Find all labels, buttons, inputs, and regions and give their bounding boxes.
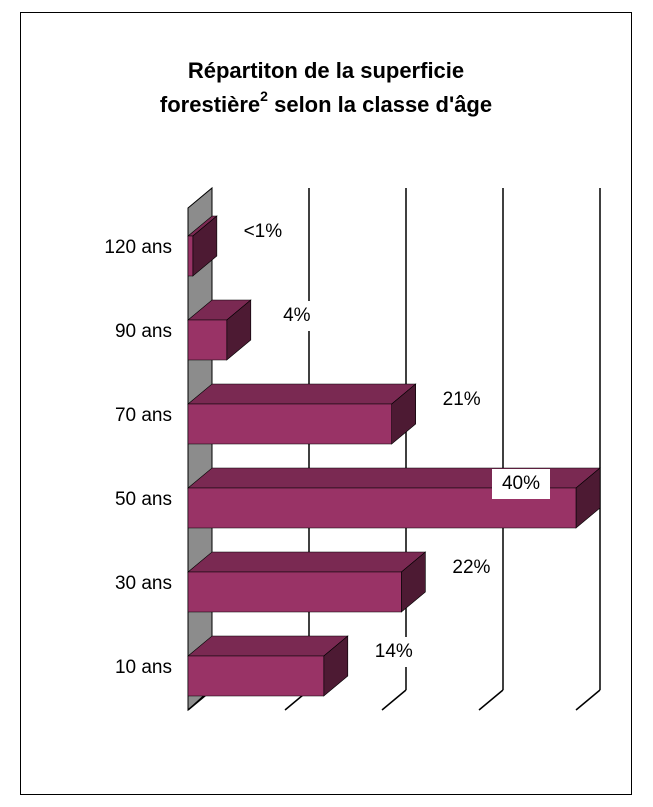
label-box (267, 301, 326, 331)
bar (187, 635, 349, 697)
bar (187, 383, 417, 445)
label-box (442, 553, 501, 583)
y-tick-label: 70 ans (115, 405, 172, 426)
floor-line (478, 689, 504, 711)
bar-front (187, 235, 194, 277)
label-box (432, 385, 491, 415)
value-label: 21% (443, 389, 481, 410)
label-box (364, 637, 423, 667)
bar-top (187, 635, 349, 657)
bar-front (187, 655, 325, 697)
bar-front (187, 319, 228, 361)
chart-title: Répartiton de la superficie (188, 58, 464, 83)
bar-top (187, 551, 427, 573)
bar (187, 215, 218, 277)
label-box (233, 217, 292, 247)
y-tick-label: 90 ans (115, 321, 172, 342)
chart-title: forestière2 selon la classe d'âge (160, 88, 492, 117)
value-label: 4% (283, 305, 311, 326)
bar-front (187, 487, 577, 529)
y-tick-label: 30 ans (115, 573, 172, 594)
bar-top (187, 383, 417, 405)
value-label: 40% (502, 473, 540, 494)
value-label: <1% (244, 221, 283, 242)
bar (187, 299, 252, 361)
y-tick-label: 10 ans (115, 657, 172, 678)
floor-line (381, 689, 407, 711)
y-tick-label: 50 ans (115, 489, 172, 510)
bar-front (187, 571, 402, 613)
floor-line (575, 689, 601, 711)
bar (187, 551, 427, 613)
label-box (492, 469, 550, 499)
y-tick-label: 120 ans (104, 237, 172, 258)
value-label: 14% (375, 641, 413, 662)
value-label: 22% (452, 557, 490, 578)
bar-front (187, 403, 393, 445)
